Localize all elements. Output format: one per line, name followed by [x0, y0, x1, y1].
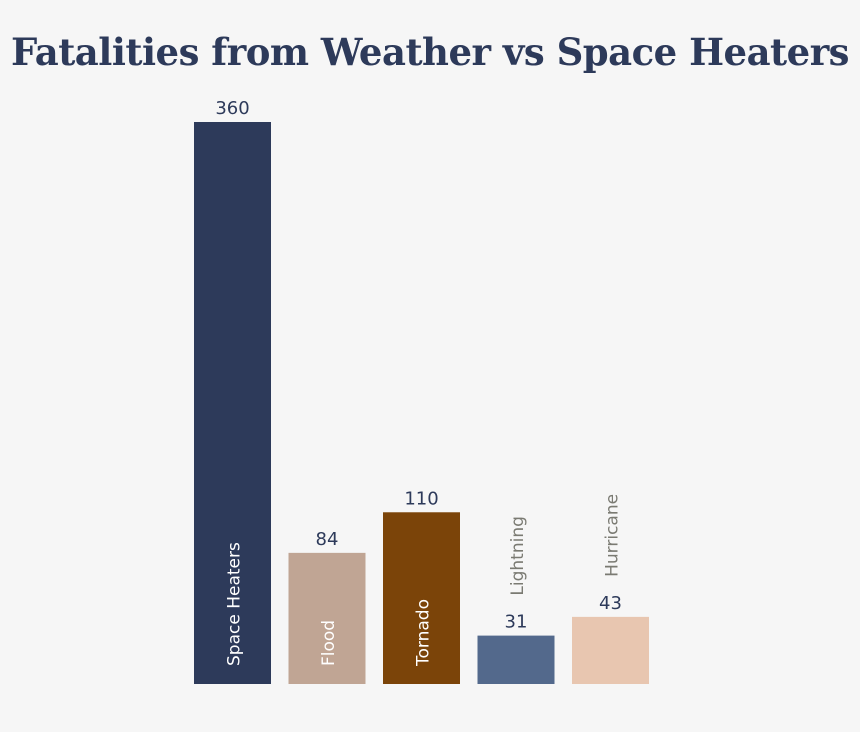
- bar-space-heaters: [194, 122, 271, 684]
- value-label: 84: [316, 529, 339, 550]
- category-label: Hurricane: [603, 494, 623, 577]
- category-label: Flood: [319, 620, 339, 666]
- value-label: 31: [505, 612, 528, 633]
- bar-lightning: [477, 635, 555, 684]
- bar-flood: [288, 552, 366, 684]
- value-label: 360: [215, 98, 249, 119]
- value-label: 110: [404, 488, 438, 509]
- bar-tornado: [383, 512, 460, 684]
- category-label: Lightning: [508, 516, 528, 596]
- bar-hurricane: [572, 616, 649, 684]
- chart-title: Fatalities from Weather vs Space Heaters: [10, 30, 850, 74]
- category-label: Tornado: [414, 599, 434, 667]
- value-label: 43: [599, 593, 622, 614]
- category-label: Space Heaters: [225, 542, 245, 666]
